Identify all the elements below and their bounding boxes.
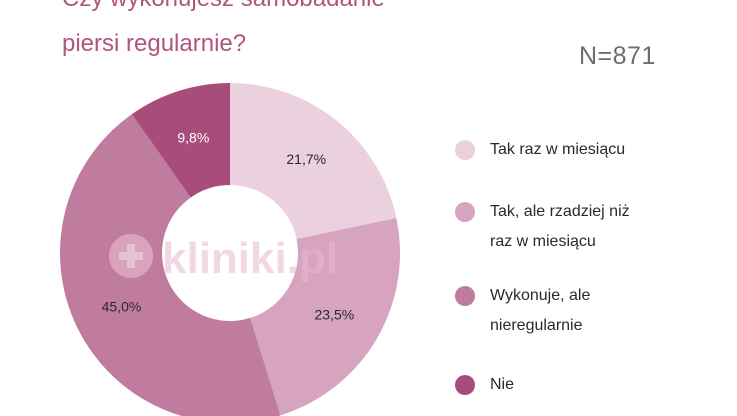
legend-label-line1: Nie — [490, 376, 515, 393]
chart-title-line-1: Czy wykonujesz samobadanie — [62, 0, 385, 13]
watermark-text: kliniki.pl — [162, 234, 338, 283]
legend-item: Wykonuje, ale nieregularnie — [455, 286, 590, 341]
slice-value-label: 23,5% — [314, 306, 354, 322]
sample-size-label: N=871 — [579, 42, 656, 70]
slice-labels: 21,7% 23,5% 45,0% 9,8% — [102, 130, 355, 323]
legend-label-line2: raz w miesiącu — [490, 233, 596, 250]
donut-slice — [60, 114, 281, 416]
donut-slice — [131, 83, 230, 198]
legend-swatch — [455, 286, 475, 306]
legend-label: Tak raz w miesiącu — [490, 135, 625, 165]
watermark: kliniki.pl — [109, 234, 338, 283]
legend-label-line1: Tak raz w miesiącu — [490, 141, 626, 158]
legend-item: Tak raz w miesiącu — [455, 140, 625, 165]
slice-value-label: 9,8% — [177, 130, 209, 146]
legend-label: Wykonuje, ale nieregularnie — [490, 281, 590, 341]
legend-item: Nie — [455, 375, 514, 400]
donut-slices — [60, 83, 401, 416]
legend-item: Tak, ale rzadziej niż raz w miesiącu — [455, 202, 630, 257]
watermark-cross-v — [127, 244, 135, 268]
slice-value-label: 45,0% — [102, 299, 142, 315]
legend-label-line1: Wykonuje, ale — [490, 287, 591, 304]
slice-value-label: 21,7% — [286, 151, 326, 167]
donut-slice — [230, 83, 397, 240]
legend-label: Nie — [490, 370, 514, 400]
legend-label-line1: Tak, ale rzadziej niż — [490, 203, 630, 220]
legend-swatch — [455, 140, 475, 160]
donut-slice — [250, 218, 401, 416]
legend-label-line2: nieregularnie — [490, 317, 583, 334]
legend-swatch — [455, 202, 475, 222]
legend-label: Tak, ale rzadziej niż raz w miesiącu — [490, 197, 630, 257]
legend-swatch — [455, 375, 475, 395]
chart-title-line-2: piersi regularnie? — [62, 30, 247, 57]
